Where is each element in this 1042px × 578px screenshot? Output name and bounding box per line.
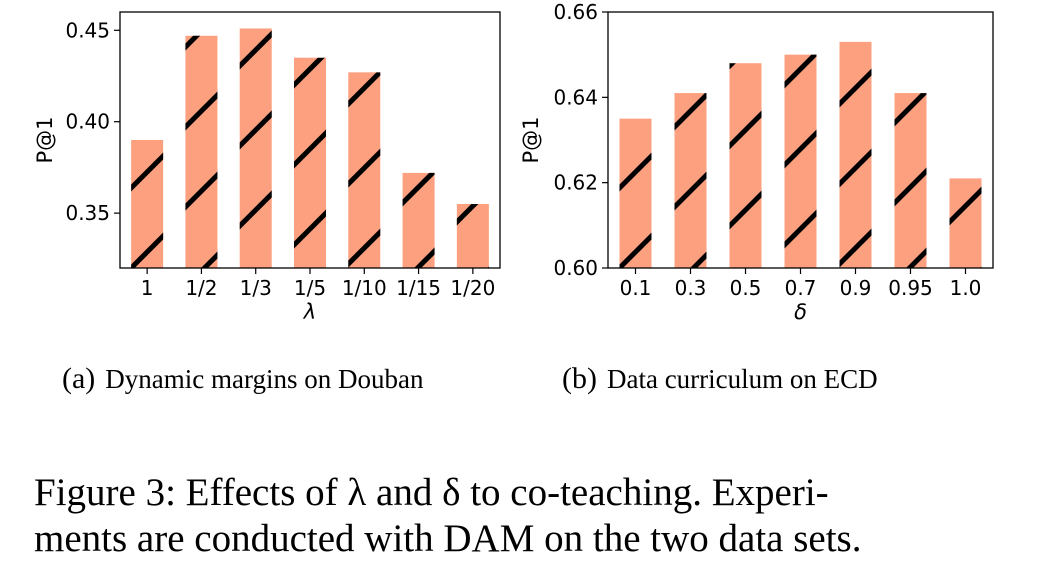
hatch-line — [344, 308, 384, 348]
x-tick-label-0.3: 0.3 — [675, 276, 707, 300]
y-tick-label-0.35: 0.35 — [65, 201, 110, 225]
hatch-line — [891, 7, 931, 47]
x-tick-label-1/3: 1/3 — [240, 276, 272, 300]
x-tick-label-1/2: 1/2 — [185, 276, 217, 300]
x-tick-label-1/15: 1/15 — [396, 276, 441, 300]
y-tick-label-0.40: 0.40 — [65, 110, 110, 134]
hatch-line — [453, 346, 493, 386]
bar-0.5 — [730, 63, 762, 268]
y-axis-label: P@1 — [519, 116, 543, 163]
y-tick-label-0.64: 0.64 — [553, 85, 598, 109]
hatch-line — [616, 392, 656, 432]
hatch-line — [836, 308, 876, 348]
hatch-line — [344, 0, 384, 28]
hatch-line — [236, 430, 276, 470]
figure-caption: Figure 3: Effects of λ and δ to co-teach… — [34, 470, 1024, 562]
x-tick-label-1/5: 1/5 — [294, 276, 326, 300]
x-tick-label-0.95: 0.95 — [888, 276, 933, 300]
x-tick-label-0.7: 0.7 — [785, 276, 817, 300]
x-tick-label-0.9: 0.9 — [840, 276, 872, 300]
hatch-line — [399, 7, 439, 47]
chart-1: 0.60 0.62 0.64 0.66 0.1 0.3 0.5 0.7 0.9 0.95 1.0 δ P… — [519, 0, 993, 508]
hatch-line — [616, 312, 656, 352]
hatch-line — [891, 407, 931, 447]
hatch-line — [671, 411, 711, 451]
hatch-line — [399, 87, 439, 127]
hatch-line — [946, 426, 986, 466]
bar-1/20 — [457, 204, 489, 268]
subcaption-a-letter: (a) — [62, 362, 95, 395]
figure-caption-line-1: Figure 3: Effects of λ and δ to co-teach… — [34, 470, 1024, 516]
hatch-line — [399, 327, 439, 367]
bars-group-0 — [127, 0, 493, 508]
subcaption-b: (b) Data curriculum on ECD — [562, 362, 878, 396]
hatch-line — [671, 11, 711, 51]
x-axis-label: λ — [303, 300, 316, 324]
y-axis-label: P@1 — [33, 116, 57, 163]
x-tick-label-0.1: 0.1 — [620, 276, 652, 300]
hatch-line — [726, 430, 766, 470]
bar-1/2 — [185, 36, 217, 268]
x-tick-label-1.0: 1.0 — [950, 276, 982, 300]
hatch-line — [946, 346, 986, 386]
hatch-line — [781, 0, 821, 9]
subcaption-b-text: Data curriculum on ECD — [607, 364, 878, 394]
hatch-line — [946, 26, 986, 66]
x-tick-label-0.5: 0.5 — [730, 276, 762, 300]
bar-0.1 — [620, 119, 652, 268]
bars-group-1 — [616, 0, 986, 508]
x-axis-label: δ — [794, 300, 807, 324]
subcaption-a: (a) Dynamic margins on Douban — [62, 362, 424, 396]
subcaption-b-letter: (b) — [562, 362, 597, 395]
hatch-line — [127, 392, 167, 432]
hatch-line — [127, 312, 167, 352]
subcaption-a-text: Dynamic margins on Douban — [105, 364, 423, 394]
hatch-line — [616, 72, 656, 112]
hatch-line — [399, 407, 439, 447]
chart-0: 0.35 0.40 0.45 1 1/2 1/3 1/5 1/10 1/15 1/20 λ P@1 — [33, 0, 500, 508]
hatch-line — [946, 106, 986, 146]
hatch-line — [453, 106, 493, 146]
y-tick-label-0.45: 0.45 — [65, 18, 110, 42]
figure-caption-line-2: ments are conducted with DAM on the two … — [34, 516, 1024, 562]
hatch-line — [616, 0, 656, 32]
hatch-line — [290, 0, 330, 9]
hatch-line — [453, 426, 493, 466]
hatch-line — [453, 26, 493, 66]
hatch-line — [127, 72, 167, 112]
y-tick-label-0.60: 0.60 — [553, 256, 598, 280]
x-tick-label-1/10: 1/10 — [342, 276, 387, 300]
y-tick-label-0.62: 0.62 — [553, 171, 598, 195]
y-tick-label-0.66: 0.66 — [553, 0, 598, 24]
hatch-line — [127, 0, 167, 32]
hatch-line — [891, 327, 931, 367]
x-tick-label-1: 1 — [141, 276, 154, 300]
hatch-line — [836, 0, 876, 28]
x-tick-label-1/20: 1/20 — [450, 276, 495, 300]
hatch-line — [181, 411, 221, 451]
